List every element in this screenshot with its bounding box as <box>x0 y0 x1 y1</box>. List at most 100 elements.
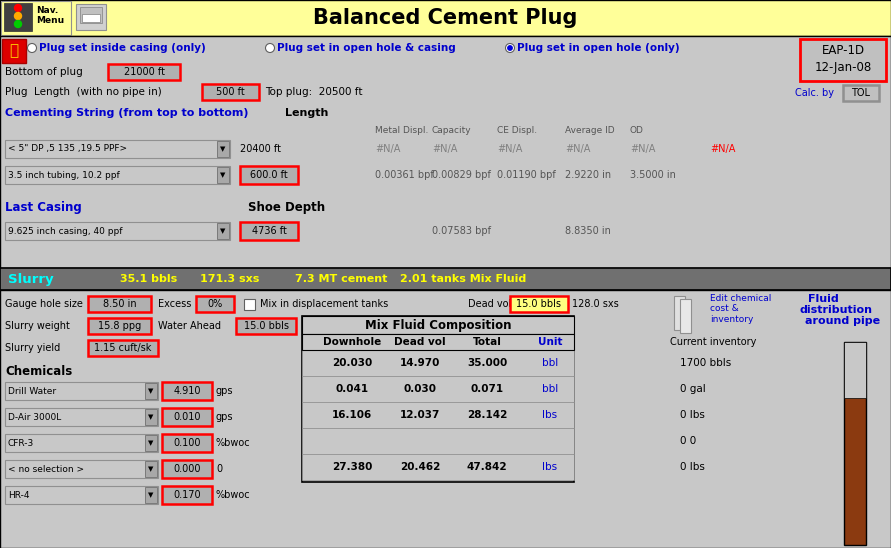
Text: Shoe Depth: Shoe Depth <box>248 201 325 214</box>
Text: ▼: ▼ <box>220 172 225 178</box>
Text: #N/A: #N/A <box>630 144 656 154</box>
Text: 2.01 tanks Mix Fluid: 2.01 tanks Mix Fluid <box>400 274 527 284</box>
Bar <box>302 402 574 428</box>
Text: Plug  Length  (with no pipe in): Plug Length (with no pipe in) <box>5 87 162 97</box>
Bar <box>162 434 212 452</box>
Text: 0.041: 0.041 <box>335 384 369 394</box>
Bar <box>5 222 230 240</box>
Text: ▼: ▼ <box>220 146 225 152</box>
Text: Nav.: Nav. <box>36 6 58 15</box>
Bar <box>88 340 158 356</box>
Text: HR-4: HR-4 <box>8 490 29 499</box>
Bar <box>674 296 685 330</box>
Text: Balanced Cement Plug: Balanced Cement Plug <box>313 8 577 28</box>
Text: Slurry: Slurry <box>8 272 53 286</box>
Text: Unit: Unit <box>538 337 562 347</box>
Text: D-Air 3000L: D-Air 3000L <box>8 413 61 421</box>
Text: 20.462: 20.462 <box>400 462 440 472</box>
Text: Cementing String (from top to bottom): Cementing String (from top to bottom) <box>5 108 249 118</box>
Text: Dead vol: Dead vol <box>468 299 511 309</box>
Text: 3.5 inch tubing, 10.2 ppf: 3.5 inch tubing, 10.2 ppf <box>8 170 119 180</box>
Text: 47.842: 47.842 <box>467 462 507 472</box>
Text: Top plug:  20500 ft: Top plug: 20500 ft <box>265 87 363 97</box>
Text: EAP-1D: EAP-1D <box>822 44 864 58</box>
Bar <box>680 299 691 333</box>
Text: 4.910: 4.910 <box>173 386 200 396</box>
Bar <box>88 318 151 334</box>
Text: 20.030: 20.030 <box>331 358 372 368</box>
Bar <box>80 7 102 23</box>
Text: 2.9220 in: 2.9220 in <box>565 170 611 180</box>
Text: Water Ahead: Water Ahead <box>158 321 221 331</box>
Text: Dead vol: Dead vol <box>394 337 446 347</box>
Bar <box>162 408 212 426</box>
Bar <box>843 85 879 101</box>
Text: Total: Total <box>472 337 502 347</box>
Bar <box>0 36 891 268</box>
Bar <box>88 296 151 312</box>
Text: %bwoc: %bwoc <box>216 490 250 500</box>
Text: bbl: bbl <box>542 384 558 394</box>
Bar <box>162 460 212 478</box>
Text: Bottom of plug: Bottom of plug <box>5 67 83 77</box>
Bar <box>162 382 212 400</box>
Bar <box>5 166 230 184</box>
Bar <box>217 167 229 183</box>
Text: 600.0 ft: 600.0 ft <box>250 170 288 180</box>
Text: Downhole: Downhole <box>323 337 381 347</box>
Text: 27.380: 27.380 <box>331 462 372 472</box>
Text: 9.625 inch casing, 40 ppf: 9.625 inch casing, 40 ppf <box>8 226 122 236</box>
Circle shape <box>266 43 274 53</box>
Bar <box>1 1 71 35</box>
Text: Excess: Excess <box>158 299 192 309</box>
Text: 0: 0 <box>216 464 222 474</box>
Bar <box>800 39 886 81</box>
Bar <box>302 316 574 334</box>
Text: 15.8 ppg: 15.8 ppg <box>98 321 141 331</box>
Text: Mix Fluid Composition: Mix Fluid Composition <box>364 318 511 332</box>
Bar <box>244 299 255 310</box>
Text: TOL: TOL <box>852 88 871 98</box>
Text: Capacity: Capacity <box>432 126 471 135</box>
Bar <box>302 454 574 480</box>
Text: 8.50 in: 8.50 in <box>102 299 136 309</box>
Bar <box>5 460 158 478</box>
Text: 35.000: 35.000 <box>467 358 507 368</box>
Text: ▼: ▼ <box>148 440 153 446</box>
Bar <box>76 4 106 30</box>
Circle shape <box>28 43 37 53</box>
Bar <box>240 222 298 240</box>
Text: ▼: ▼ <box>148 466 153 472</box>
Text: 16.106: 16.106 <box>331 410 372 420</box>
Text: #N/A: #N/A <box>432 144 457 154</box>
Text: 7.3 MT cement: 7.3 MT cement <box>295 274 388 284</box>
Text: 4736 ft: 4736 ft <box>251 226 286 236</box>
Text: Mix in displacement tanks: Mix in displacement tanks <box>260 299 388 309</box>
Text: Slurry yield: Slurry yield <box>5 343 61 353</box>
Bar <box>4 3 32 31</box>
Text: 14.970: 14.970 <box>400 358 440 368</box>
Text: 0.170: 0.170 <box>173 490 200 500</box>
Text: distribution: distribution <box>800 305 873 315</box>
Text: 12-Jan-08: 12-Jan-08 <box>814 60 871 73</box>
Bar <box>5 486 158 504</box>
Text: 12.037: 12.037 <box>400 410 440 420</box>
Circle shape <box>14 20 21 27</box>
Bar <box>145 487 157 503</box>
Text: 1700 bbls: 1700 bbls <box>680 358 732 368</box>
Text: 8.8350 in: 8.8350 in <box>565 226 611 236</box>
Text: ✋: ✋ <box>10 43 19 59</box>
Text: 0.000: 0.000 <box>173 464 200 474</box>
Text: ▼: ▼ <box>148 492 153 498</box>
Text: #N/A: #N/A <box>565 144 591 154</box>
Bar <box>236 318 296 334</box>
Circle shape <box>505 43 514 53</box>
Text: 0.071: 0.071 <box>470 384 503 394</box>
Text: 35.1 bbls: 35.1 bbls <box>120 274 177 284</box>
Text: 21000 ft: 21000 ft <box>124 67 165 77</box>
Text: 28.142: 28.142 <box>467 410 507 420</box>
Bar <box>302 376 574 402</box>
Text: bbl: bbl <box>542 358 558 368</box>
Text: ▼: ▼ <box>148 414 153 420</box>
Text: #N/A: #N/A <box>375 144 400 154</box>
